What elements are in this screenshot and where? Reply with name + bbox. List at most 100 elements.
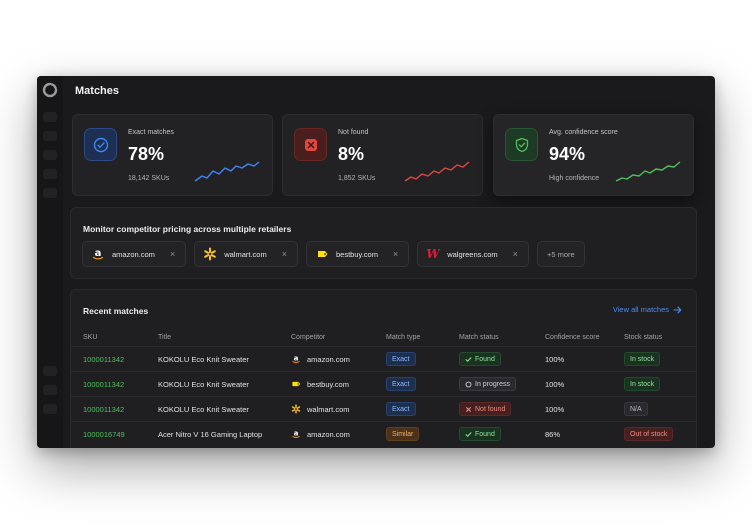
- product-title: Acer Nitro V 16 Gaming Laptop: [158, 429, 263, 439]
- remove-icon[interactable]: ×: [169, 249, 176, 259]
- retailer-chip-bestbuy[interactable]: bestbuy.com ×: [305, 241, 410, 267]
- stat-card-exact-matches: Exact matches 78% 18,142 SKUs: [72, 114, 273, 196]
- sku-link[interactable]: 1000016749: [83, 429, 125, 439]
- table-row[interactable]: 1000011342 KOKOLU Eco Knit Sweater a ama…: [71, 346, 696, 371]
- match-type-badge: Exact: [386, 352, 416, 366]
- column-header[interactable]: Confidence score: [545, 333, 600, 341]
- match-status-badge: In progress: [459, 377, 517, 391]
- table-row[interactable]: 1000011342 KOKOLU Eco Knit Sweater walma…: [71, 396, 696, 421]
- competitor-cell: walmart.com: [291, 397, 350, 421]
- stock-status-badge: Out of stock: [624, 427, 674, 441]
- check-icon: [465, 431, 472, 437]
- stat-sub: High confidence: [549, 175, 600, 182]
- competitor-cell: bestbuy.com: [291, 372, 349, 396]
- page-title: Matches: [75, 85, 120, 97]
- stat-value: 8%: [338, 144, 365, 164]
- stock-status-badge: In stock: [624, 352, 661, 366]
- remove-icon[interactable]: ×: [512, 249, 518, 259]
- stat-sub: 18,142 SKUs: [128, 175, 170, 182]
- stat-label: Not found: [338, 129, 369, 136]
- shield-check-icon: [505, 128, 538, 161]
- stock-status-badge: In stock: [624, 377, 661, 391]
- table-row[interactable]: 1000011342 KOKOLU Eco Knit Sweater bestb…: [71, 371, 696, 396]
- match-status-badge: Not found: [459, 402, 512, 416]
- check-icon: [84, 128, 117, 161]
- match-status-label: In progress: [475, 380, 511, 388]
- recent-matches-panel: Recent matches View all matches SKU Titl…: [70, 289, 697, 448]
- svg-text:W: W: [426, 247, 440, 261]
- stock-status-cell: Out of stock: [624, 422, 674, 446]
- stock-status-cell: In stock: [624, 347, 661, 371]
- sidebar-rail: [37, 76, 63, 448]
- column-header[interactable]: Stock status: [624, 333, 663, 341]
- sparkline: [194, 161, 260, 182]
- stat-card-confidence: Avg. confidence score 94% High confidenc…: [493, 114, 694, 196]
- retailer-chip-walgreens[interactable]: W walgreens.com ×: [417, 241, 529, 267]
- sidebar-item[interactable]: [43, 404, 57, 414]
- competitor-name: amazon.com: [307, 354, 350, 364]
- svg-text:a: a: [294, 354, 299, 362]
- match-type-badge: Similar: [386, 427, 420, 441]
- competitor-cell: a amazon.com: [291, 347, 350, 371]
- close-icon: [294, 128, 327, 161]
- sidebar-item[interactable]: [43, 169, 57, 179]
- competitor-name: amazon.com: [307, 429, 350, 439]
- retailer-chips: a amazon.com × walmart.com × bestbuy.com…: [82, 241, 585, 267]
- stat-label: Avg. confidence score: [549, 129, 618, 136]
- stat-sub: 1,852 SKUs: [338, 175, 376, 182]
- table-row[interactable]: 1000016749 Acer Nitro V 16 Gaming Laptop…: [71, 421, 696, 446]
- sku-link[interactable]: 1000011342: [83, 379, 125, 389]
- sidebar-item[interactable]: [43, 131, 57, 141]
- competitor-name: walmart.com: [307, 404, 350, 414]
- sidebar-item[interactable]: [43, 188, 57, 198]
- product-title: KOKOLU Eco Knit Sweater: [158, 404, 249, 414]
- svg-text:a: a: [95, 248, 102, 259]
- match-type-cell: Exact: [386, 372, 416, 396]
- more-retailers-button[interactable]: +5 more: [536, 241, 585, 267]
- match-status-label: Found: [475, 355, 495, 363]
- match-status-cell: In progress: [459, 372, 517, 396]
- app-window: Matches Exact matches 78% 18,142 SKUs No…: [37, 76, 715, 448]
- retailer-name: walmart.com: [224, 249, 267, 259]
- match-status-badge: Found: [459, 427, 501, 441]
- retailer-name: walgreens.com: [447, 249, 498, 259]
- column-header[interactable]: Title: [158, 333, 171, 341]
- column-header[interactable]: Match status: [459, 333, 499, 341]
- stat-value: 94%: [549, 144, 586, 164]
- column-header[interactable]: Competitor: [291, 333, 326, 341]
- column-header[interactable]: SKU: [83, 333, 98, 341]
- walmart-spark-icon: [291, 404, 301, 414]
- match-status-badge: Found: [459, 352, 501, 366]
- sku-link[interactable]: 1000011342: [83, 404, 125, 414]
- match-status-cell: Found: [459, 347, 501, 371]
- walmart-spark-icon: [203, 247, 217, 261]
- view-all-matches-link[interactable]: View all matches: [613, 305, 682, 314]
- view-all-label: View all matches: [612, 305, 669, 314]
- sidebar-item[interactable]: [43, 112, 57, 122]
- sidebar-item[interactable]: [43, 385, 57, 395]
- stat-card-not-found: Not found 8% 1,852 SKUs: [282, 114, 483, 196]
- confidence-score: 100%: [545, 379, 565, 389]
- stock-status-badge: N/A: [624, 402, 648, 416]
- sidebar-item[interactable]: [43, 150, 57, 160]
- match-status-cell: Not found: [459, 397, 512, 421]
- match-status-cell: Found: [459, 422, 501, 446]
- app-logo-icon[interactable]: [42, 82, 58, 98]
- column-header[interactable]: Match type: [386, 333, 421, 341]
- amazon-logo-icon: a: [91, 247, 105, 261]
- bestbuy-tag-icon: [291, 379, 301, 389]
- retailers-title: Monitor competitor pricing across multip…: [83, 224, 292, 234]
- retailer-chip-amazon[interactable]: a amazon.com ×: [82, 241, 187, 267]
- sparkline: [404, 161, 470, 182]
- sidebar-item[interactable]: [43, 366, 57, 376]
- close-icon: [466, 406, 471, 412]
- sku-link[interactable]: 1000011342: [83, 354, 125, 364]
- recent-matches-title: Recent matches: [83, 306, 149, 316]
- remove-icon[interactable]: ×: [392, 249, 399, 259]
- product-title: KOKOLU Eco Knit Sweater: [158, 354, 249, 364]
- arrow-right-icon: [673, 306, 682, 313]
- retailer-chip-walmart[interactable]: walmart.com ×: [194, 241, 298, 267]
- match-status-label: Not found: [475, 405, 506, 413]
- competitor-cell: a amazon.com: [291, 422, 350, 446]
- remove-icon[interactable]: ×: [281, 249, 287, 259]
